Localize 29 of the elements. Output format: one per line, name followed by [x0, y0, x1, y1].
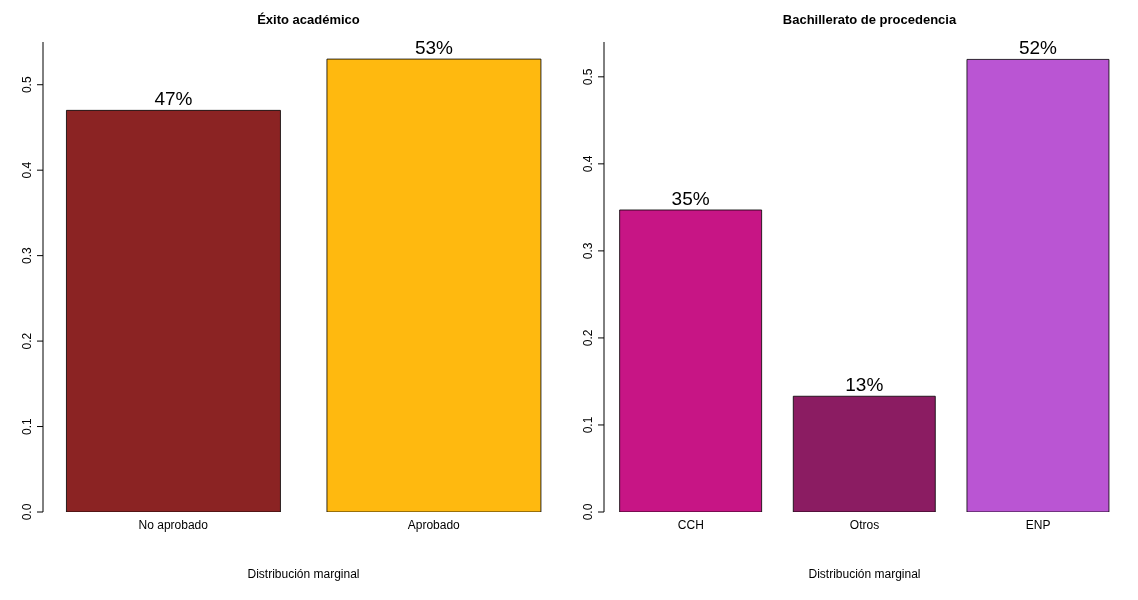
data-label: 35% [671, 187, 710, 209]
x-axis-title: Distribución marginal [808, 567, 921, 581]
y-tick-label: 0.1 [581, 416, 595, 434]
x-tick-label: No aprobado [138, 517, 209, 532]
bar [966, 59, 1110, 512]
data-label: 52% [1018, 37, 1058, 59]
x-tick-label: Otros [849, 517, 880, 532]
y-tick-label: 0.1 [20, 417, 34, 435]
y-tick-label: 0.0 [581, 503, 595, 521]
y-tick-label: 0.2 [20, 332, 34, 350]
y-tick-label: 0.5 [581, 68, 595, 86]
y-tick-label: 0.2 [581, 329, 595, 347]
y-tick-label: 0.4 [581, 155, 595, 173]
data-label: 53% [414, 37, 454, 59]
y-tick-label: 0.3 [20, 246, 34, 264]
data-label: 13% [845, 374, 884, 396]
x-axis-title: Distribución marginal [247, 567, 360, 581]
bar [792, 395, 936, 512]
y-tick-label: 0.0 [20, 503, 34, 521]
chart-title: Bachillerato de procedencia [781, 11, 958, 29]
y-tick-label: 0.4 [20, 161, 34, 179]
data-label: 47% [154, 88, 193, 110]
x-tick-label: CCH [677, 517, 704, 532]
chart-title: Éxito académico [256, 11, 361, 29]
y-tick-label: 0.3 [581, 242, 595, 260]
x-tick-label: ENP [1025, 517, 1051, 532]
bar [619, 209, 763, 512]
y-tick-label: 0.5 [20, 76, 34, 94]
x-tick-label: Aprobado [407, 517, 461, 532]
